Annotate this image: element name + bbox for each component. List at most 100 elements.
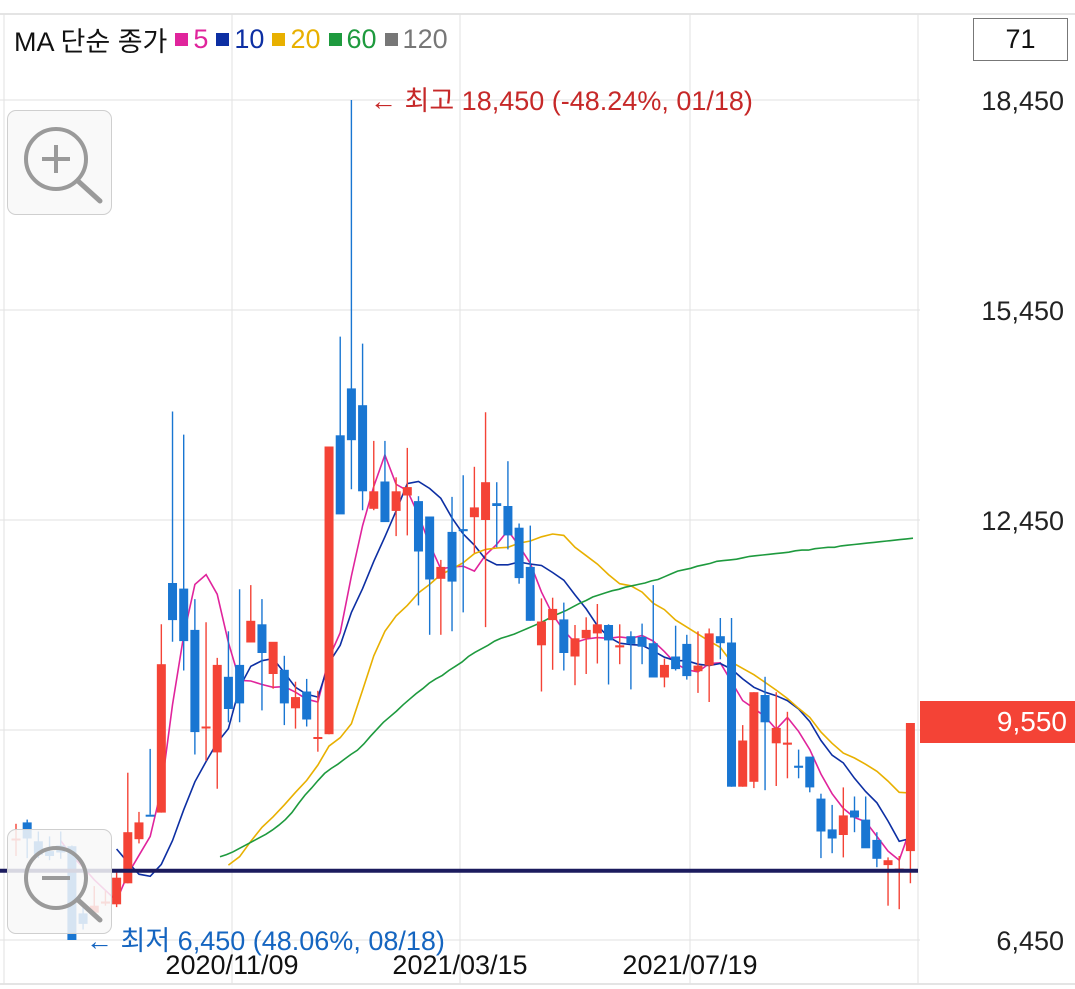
candle-body bbox=[402, 487, 412, 496]
candle-body bbox=[369, 491, 379, 509]
candle-body bbox=[458, 529, 468, 532]
candle-body bbox=[760, 695, 770, 723]
ma-10-line bbox=[115, 480, 911, 878]
candle-body bbox=[179, 588, 189, 642]
candle-body bbox=[514, 527, 524, 579]
candle-body bbox=[469, 507, 479, 518]
candle-body bbox=[805, 756, 815, 788]
ma-10-swatch bbox=[216, 33, 230, 46]
candle-body bbox=[715, 636, 725, 644]
candle-body bbox=[134, 822, 144, 840]
candle-body bbox=[391, 491, 401, 511]
candle-body bbox=[905, 723, 915, 852]
x-tick-label: 2021/07/19 bbox=[622, 950, 757, 980]
candle-body bbox=[771, 727, 781, 744]
candle-body bbox=[727, 642, 737, 787]
candle-body bbox=[581, 629, 591, 639]
candle-body bbox=[302, 691, 312, 720]
candle-body bbox=[693, 665, 703, 672]
y-tick-label: 18,450 bbox=[981, 86, 1064, 116]
zoom-out-icon bbox=[24, 846, 103, 923]
candle-body bbox=[246, 620, 256, 643]
candle-body bbox=[335, 435, 345, 515]
candle-body bbox=[235, 664, 245, 704]
ma-120-label: 120 bbox=[402, 24, 448, 54]
ma-20-line bbox=[227, 533, 911, 866]
candle-body bbox=[324, 446, 334, 735]
candle-body bbox=[145, 814, 155, 817]
candle-body bbox=[112, 877, 122, 905]
ma-120-swatch bbox=[384, 33, 398, 46]
current-price-tag: 9,550 bbox=[920, 701, 1075, 743]
candle-body bbox=[291, 697, 300, 709]
candle-body bbox=[592, 624, 602, 634]
candle-body bbox=[481, 482, 491, 520]
candle-body bbox=[738, 740, 748, 787]
y-tick-label: 15,450 bbox=[981, 296, 1064, 326]
candle-body bbox=[872, 839, 882, 859]
candle-body bbox=[380, 481, 390, 523]
ma-10-legend: 10 bbox=[216, 24, 264, 55]
zoom-in-icon bbox=[24, 127, 103, 204]
ma-60-label: 60 bbox=[346, 24, 377, 54]
ma-10-label: 10 bbox=[234, 24, 265, 54]
candle-body bbox=[794, 765, 804, 768]
candle-body bbox=[268, 641, 278, 674]
candle-body bbox=[604, 625, 614, 641]
ma-20-label: 20 bbox=[290, 24, 321, 54]
candle-body bbox=[548, 608, 558, 621]
ma-60-swatch bbox=[328, 33, 342, 46]
ma-5-legend: 5 bbox=[175, 24, 208, 55]
zoom-in-button[interactable] bbox=[7, 110, 112, 215]
candle-body bbox=[492, 503, 502, 506]
ma-20-legend: 20 bbox=[272, 24, 321, 55]
candle-body bbox=[346, 388, 356, 441]
ma-20-swatch bbox=[272, 33, 286, 46]
ma-60-legend: 60 bbox=[328, 24, 377, 55]
candle-body bbox=[413, 501, 423, 552]
candle-body bbox=[190, 629, 200, 733]
candle-body bbox=[682, 643, 692, 677]
ma-5-swatch bbox=[175, 33, 189, 46]
candle-body bbox=[168, 583, 178, 621]
candle-body bbox=[123, 832, 133, 884]
candle-body bbox=[358, 405, 368, 492]
candle-body bbox=[447, 531, 457, 582]
x-tick-label: 2021/03/15 bbox=[392, 950, 527, 980]
high-annotation: ← 최고 18,450 (-48.24%, 01/18) bbox=[370, 86, 753, 116]
zoom-out-button[interactable] bbox=[7, 829, 112, 934]
y-tick-label: 6,450 bbox=[996, 926, 1064, 956]
candle-body bbox=[536, 621, 546, 646]
candle-body bbox=[313, 737, 323, 739]
candle-body bbox=[883, 860, 893, 866]
ma-5-label: 5 bbox=[193, 24, 209, 54]
candle-body bbox=[223, 676, 233, 709]
x-tick-label: 2020/11/09 bbox=[165, 950, 298, 980]
candle-body bbox=[436, 566, 446, 579]
candle-body bbox=[704, 633, 714, 666]
candle-body bbox=[861, 819, 871, 849]
candle-body bbox=[156, 664, 166, 813]
candle-body bbox=[671, 656, 681, 670]
candle-body bbox=[279, 669, 289, 704]
ma-legend-title: MA 단순 종가 bbox=[14, 27, 168, 57]
candle-body bbox=[838, 815, 848, 835]
candle-body bbox=[749, 692, 759, 782]
candle-body bbox=[201, 726, 211, 729]
candle-body bbox=[615, 645, 625, 648]
candle-body bbox=[257, 624, 267, 653]
low-annotation: ← 최저 6,450 (48.06%, 08/18) bbox=[86, 926, 445, 956]
ma-120-legend: 120 bbox=[384, 24, 448, 55]
candle-body bbox=[659, 664, 669, 678]
candle-body bbox=[212, 664, 222, 753]
ma-legend: MA 단순 종가 5 10 20 60 120 bbox=[14, 20, 448, 59]
candle-body bbox=[648, 643, 658, 678]
period-count-box[interactable]: 71 bbox=[973, 18, 1068, 61]
candle-body bbox=[570, 638, 580, 657]
candle-body bbox=[559, 619, 569, 653]
candle-body bbox=[525, 566, 535, 621]
candle-body bbox=[827, 829, 837, 839]
candle-body bbox=[850, 810, 859, 818]
candle-body bbox=[782, 742, 792, 745]
